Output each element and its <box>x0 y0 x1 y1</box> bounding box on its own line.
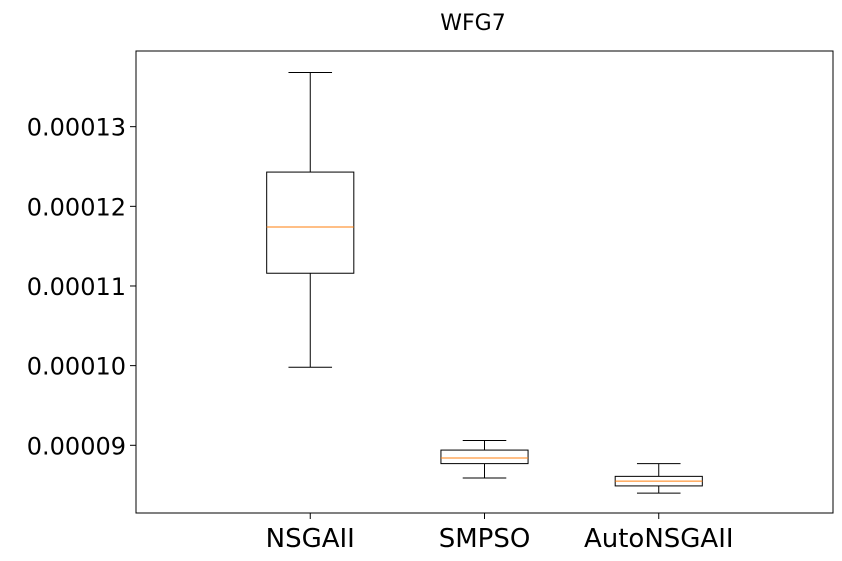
iqr-box <box>440 449 529 465</box>
box-nsgaii <box>266 72 355 368</box>
x-tick-label: AutoNSGAII <box>584 524 734 554</box>
y-tick-label: 0.00010 <box>27 353 126 381</box>
y-tick-label: 0.00009 <box>27 432 126 460</box>
box-smpso <box>440 440 529 479</box>
box-series <box>266 72 703 494</box>
x-axis: NSGAII SMPSO AutoNSGAII <box>266 513 734 554</box>
chart-title: WFG7 <box>440 11 505 36</box>
iqr-box <box>266 171 355 274</box>
y-tick-label: 0.00011 <box>27 273 126 301</box>
x-tick-label: NSGAII <box>266 524 355 554</box>
y-tick-label: 0.00012 <box>27 193 126 221</box>
box-autonsgaii <box>614 463 703 494</box>
y-axis: 0.00009 0.00010 0.00011 0.00012 0.00013 <box>27 114 136 460</box>
y-tick-label: 0.00013 <box>27 114 126 142</box>
x-tick-label: SMPSO <box>439 524 531 554</box>
